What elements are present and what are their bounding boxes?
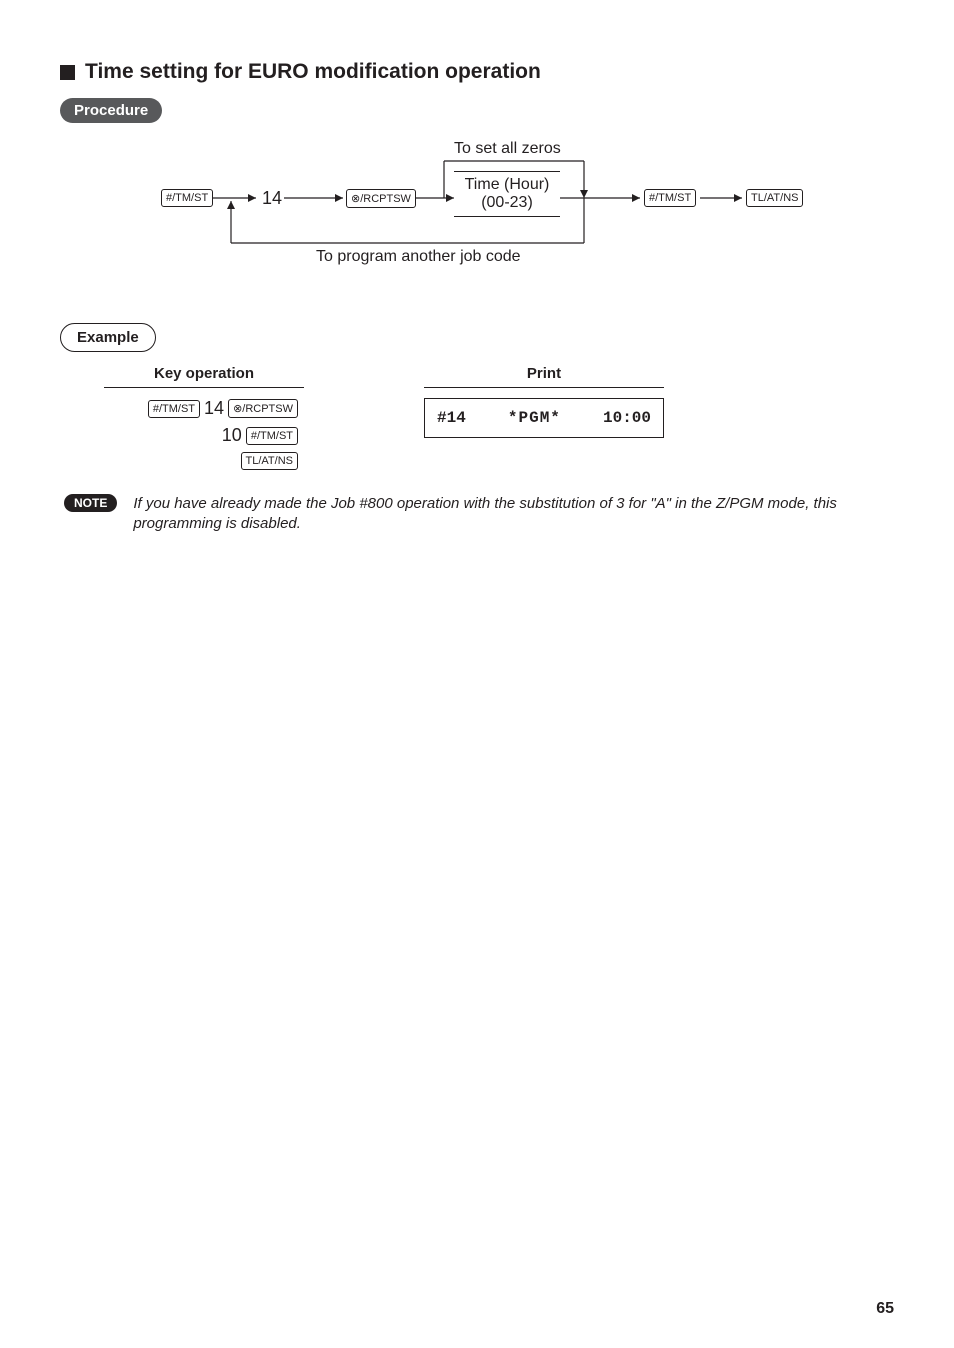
key-op-line-1: #/TM/ST 14 ⊗/RCPTSW xyxy=(148,398,298,419)
key-op-header: Key operation xyxy=(104,362,304,388)
print-header: Print xyxy=(424,362,664,388)
diagram-loop-label: To program another job code xyxy=(316,248,521,266)
print-col: Print #14 *PGM* 10:00 xyxy=(424,362,664,470)
diagram-top-label: To set all zeros xyxy=(454,140,561,158)
diagram-key-3: #/TM/ST xyxy=(644,189,696,207)
diagram-key-4: TL/AT/NS xyxy=(746,189,803,207)
procedure-diagram: #/TM/ST 14 ⊗/RCPTSW To set all zeros Tim… xyxy=(106,133,894,293)
diagram-num: 14 xyxy=(262,188,282,209)
diagram-mid-box: Time (Hour) (00-23) xyxy=(454,171,560,217)
diagram-key-2: ⊗/RCPTSW xyxy=(346,189,416,208)
section-title: Time setting for EURO modification opera… xyxy=(85,60,541,84)
print-box: #14 *PGM* 10:00 xyxy=(424,398,664,438)
section-title-row: Time setting for EURO modification opera… xyxy=(60,60,894,84)
square-bullet-icon xyxy=(60,65,75,80)
key-op-2-num: 10 xyxy=(222,425,242,446)
key-op-line-2: 10 #/TM/ST xyxy=(222,425,298,446)
print-center: *PGM* xyxy=(466,409,603,427)
example-columns: Key operation #/TM/ST 14 ⊗/RCPTSW 10 #/T… xyxy=(104,362,894,470)
key-op-2-key: #/TM/ST xyxy=(246,427,298,445)
key-operation-col: Key operation #/TM/ST 14 ⊗/RCPTSW 10 #/T… xyxy=(104,362,304,470)
key-ops-list: #/TM/ST 14 ⊗/RCPTSW 10 #/TM/ST TL/AT/NS xyxy=(104,398,304,470)
note-text: If you have already made the Job #800 op… xyxy=(133,494,894,535)
page-number: 65 xyxy=(876,1300,894,1318)
print-code: #14 xyxy=(437,409,466,427)
key-op-3-key: TL/AT/NS xyxy=(241,452,298,470)
key-op-1-key2: ⊗/RCPTSW xyxy=(228,399,298,418)
key-op-1-key1: #/TM/ST xyxy=(148,400,200,418)
print-time: 10:00 xyxy=(603,409,651,427)
diagram-key-1: #/TM/ST xyxy=(161,189,213,207)
note-row: NOTE If you have already made the Job #8… xyxy=(64,494,894,535)
page: Time setting for EURO modification opera… xyxy=(0,0,954,1348)
key-op-line-3: TL/AT/NS xyxy=(241,452,298,470)
procedure-label: Procedure xyxy=(60,98,162,123)
diagram-mid-1: Time (Hour) xyxy=(454,176,560,194)
key-op-1-num: 14 xyxy=(204,398,224,419)
diagram-mid-2: (00-23) xyxy=(454,194,560,212)
note-label: NOTE xyxy=(64,494,117,512)
example-label: Example xyxy=(60,323,156,352)
print-row: #14 *PGM* 10:00 xyxy=(437,409,651,427)
